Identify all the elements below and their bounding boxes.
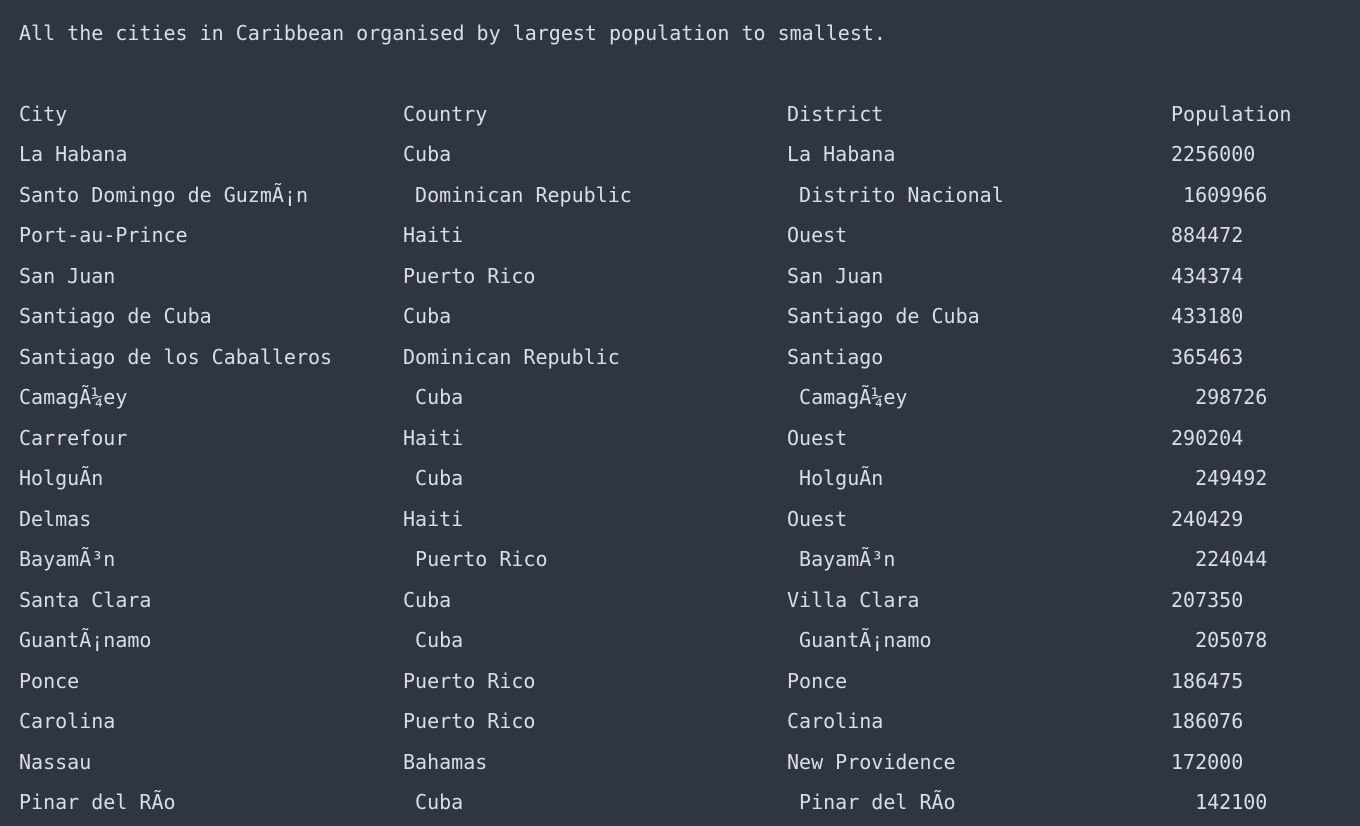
cell-population: 298726 <box>1171 385 1268 409</box>
table-row: CamagÃ¼ey Cuba CamagÃ¼ey 298726 <box>19 382 1349 412</box>
cell-population: 224044 <box>1171 547 1268 571</box>
table-row: GuantÃ¡namo Cuba GuantÃ¡namo 205078 <box>19 625 1349 655</box>
cell-district: Ouest <box>787 223 848 247</box>
cell-district: La Habana <box>787 142 896 166</box>
cell-city: GuantÃ¡namo <box>19 628 152 652</box>
cell-city: La Habana <box>19 142 128 166</box>
cell-population: 290204 <box>1171 425 1244 450</box>
cell-city: Santo Domingo de GuzmÃ¡n <box>19 182 308 207</box>
cell-population: 207350 <box>1171 587 1244 612</box>
cell-country: Cuba <box>403 142 452 166</box>
table-row: Carolina Puerto Rico Carolina 186076 <box>19 706 1349 736</box>
cell-population: 142100 <box>1171 790 1268 814</box>
table-row: Santiago de los Caballeros Dominican Repu… <box>19 342 1349 372</box>
cell-district: Santiago de Cuba <box>787 304 980 328</box>
header-city: City <box>19 102 68 126</box>
table-row: Santiago de Cuba Cuba Santiago de Cuba 4331… <box>19 301 1349 331</box>
cell-city: Carrefour <box>19 425 128 450</box>
header-district: District <box>787 102 884 126</box>
table-row: La Habana Cuba La Habana 2256000 <box>19 139 1349 169</box>
cell-city: Santa Clara <box>19 587 152 612</box>
cell-district: Distrito Nacional <box>787 182 1004 207</box>
cell-population: 365463 <box>1171 344 1244 369</box>
table-row: Santo Domingo de GuzmÃ¡n Dominican Repub… <box>19 180 1349 210</box>
cell-district: GuantÃ¡namo <box>787 628 932 652</box>
cell-city: Port-au-Prince <box>19 223 188 247</box>
cell-city: Santiago de Cuba <box>19 304 212 328</box>
cell-district: HolguÃ­n <box>787 466 884 490</box>
table-row: Ponce Puerto Rico Ponce 186475 <box>19 666 1349 696</box>
cell-country: Dominican Republic <box>403 344 620 369</box>
cell-district: Santiago <box>787 344 884 369</box>
cell-population: 172000 <box>1171 749 1244 774</box>
table-row: HolguÃ­n Cuba HolguÃ­n 249492 <box>19 463 1349 493</box>
table-row: BayamÃ³n Puerto Rico BayamÃ³n 224044 <box>19 544 1349 574</box>
cell-district: San Juan <box>787 263 884 288</box>
cell-country: Dominican Republic <box>403 182 632 207</box>
cell-population: 249492 <box>1171 466 1268 490</box>
cell-country: Cuba <box>403 385 464 409</box>
cell-district: Pinar del RÃ­o <box>787 790 956 814</box>
cell-city: San Juan <box>19 263 116 288</box>
cell-city: HolguÃ­n <box>19 466 104 490</box>
cell-country: Haiti <box>403 425 464 450</box>
table-row: Pinar del RÃ­o Cuba Pinar del RÃ­o 14210… <box>19 787 1349 817</box>
cell-country: Haiti <box>403 223 464 247</box>
cell-country: Puerto Rico <box>403 263 536 288</box>
header-country: Country <box>403 102 488 126</box>
cell-population: 186475 <box>1171 668 1244 693</box>
cell-district: BayamÃ³n <box>787 547 896 571</box>
cell-country: Puerto Rico <box>403 668 536 693</box>
cell-district: CamagÃ¼ey <box>787 385 908 409</box>
table-row: San Juan Puerto Rico San Juan 434374 <box>19 261 1349 291</box>
cell-country: Haiti <box>403 506 464 531</box>
cell-population: 240429 <box>1171 506 1244 531</box>
cell-city: Nassau <box>19 749 92 774</box>
table-header-row: City Country District Population <box>19 99 1349 129</box>
table-row: Delmas Haiti Ouest 240429 <box>19 504 1349 534</box>
cell-country: Puerto Rico <box>403 547 548 571</box>
cell-population: 1609966 <box>1171 182 1268 207</box>
cell-city: Ponce <box>19 668 80 693</box>
cell-city: Delmas <box>19 506 92 531</box>
output-title: All the cities in Caribbean organised by… <box>19 21 886 45</box>
cell-population: 434374 <box>1171 263 1244 288</box>
cell-district: Carolina <box>787 709 884 733</box>
table-row: Santa Clara Cuba Villa Clara 207350 <box>19 585 1349 615</box>
cell-population: 433180 <box>1171 304 1244 328</box>
cell-population: 205078 <box>1171 628 1268 652</box>
table-row: Carrefour Haiti Ouest 290204 <box>19 423 1349 453</box>
cell-country: Cuba <box>403 628 464 652</box>
header-population: Population <box>1171 102 1292 126</box>
cell-population: 186076 <box>1171 709 1244 733</box>
cell-district: Ouest <box>787 425 848 450</box>
cell-city: Pinar del RÃ­o <box>19 790 176 814</box>
cell-city: Carolina <box>19 709 116 733</box>
cell-country: Cuba <box>403 304 452 328</box>
cell-city: BayamÃ³n <box>19 547 116 571</box>
cell-country: Cuba <box>403 466 464 490</box>
table-row: Nassau Bahamas New Providence 172000 <box>19 747 1349 777</box>
cell-population: 884472 <box>1171 223 1244 247</box>
cell-country: Puerto Rico <box>403 709 536 733</box>
cell-population: 2256000 <box>1171 142 1256 166</box>
cell-city: Santiago de los Caballeros <box>19 344 333 369</box>
cell-city: CamagÃ¼ey <box>19 385 128 409</box>
cell-country: Bahamas <box>403 749 488 774</box>
cell-country: Cuba <box>403 587 452 612</box>
table-row: Port-au-Prince Haiti Ouest 884472 <box>19 220 1349 250</box>
cell-country: Cuba <box>403 790 464 814</box>
cell-district: New Providence <box>787 749 956 774</box>
cell-district: Ouest <box>787 506 848 531</box>
cell-district: Villa Clara <box>787 587 920 612</box>
cell-district: Ponce <box>787 668 848 693</box>
